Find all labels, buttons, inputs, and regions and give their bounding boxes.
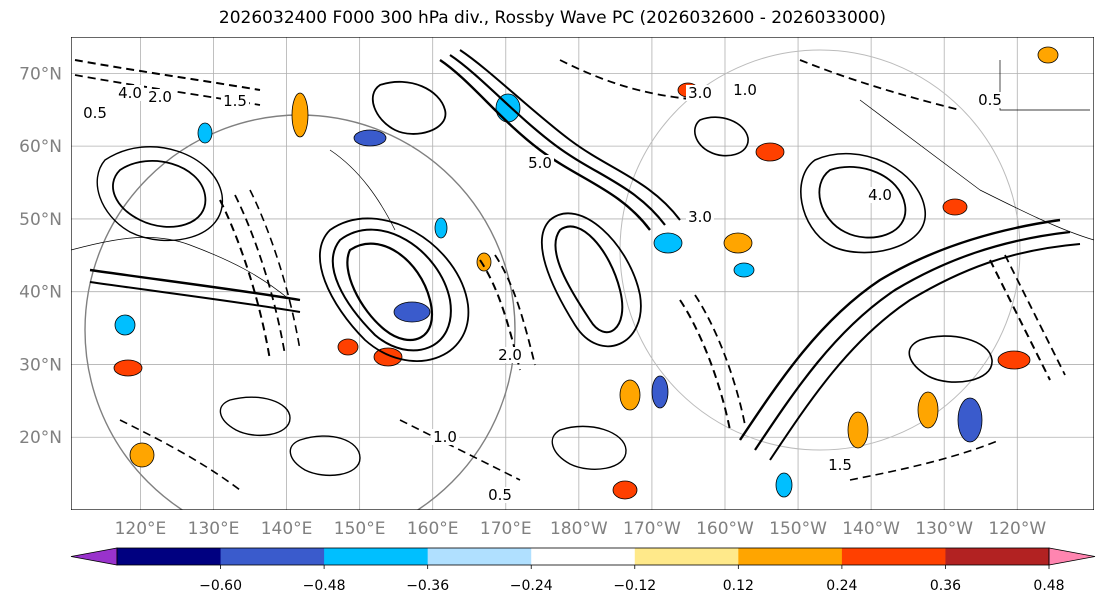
colorbar-segment [841, 548, 946, 565]
lat-label: 60°N [19, 137, 62, 157]
divergence-shading [113, 46, 1059, 500]
lon-label: 140°W [842, 519, 900, 539]
contour-label-bg [826, 457, 854, 473]
colorbar-tick-label: 0.36 [930, 578, 961, 594]
lon-label: 160°W [696, 519, 754, 539]
contour-label-bg [731, 82, 759, 98]
contour-label-bg [81, 105, 109, 121]
colorbar-tick-label: −0.36 [406, 578, 449, 594]
contour-label: 2.0 [148, 88, 172, 106]
lon-label: 150°W [769, 519, 827, 539]
lat-label: 50°N [19, 210, 62, 230]
lat-label: 30°N [19, 355, 62, 375]
contour-lines [89, 49, 1081, 477]
colorbar-segment [738, 548, 843, 565]
colorbar-segment [427, 548, 532, 565]
lon-label: 180°W [550, 519, 608, 539]
contour-label-bg [976, 92, 1004, 108]
contour-label: 3.0 [688, 84, 712, 102]
colorbar-segment [531, 548, 636, 565]
colorbar-tick-label: 0.12 [723, 578, 754, 594]
contour-label-bg [526, 155, 554, 171]
contour-label: 0.5 [488, 486, 512, 504]
colorbar-extend-high [1048, 547, 1096, 566]
map-title: 2026032400 F000 300 hPa div., Rossby Wav… [218, 8, 887, 28]
colorbar-tick-label: −0.12 [613, 578, 656, 594]
contour-label-bg [486, 487, 514, 503]
lat-label: 70°N [19, 64, 62, 84]
colorbar-segment [324, 548, 429, 565]
colorbar-tick-label: 0.24 [826, 578, 857, 594]
lon-label: 170°W [623, 519, 681, 539]
coastlines [71, 60, 1094, 301]
colorbar-segment [220, 548, 325, 565]
contour-label: 0.5 [83, 104, 107, 122]
contour-label-bg [146, 89, 174, 105]
colorbar-tick-label: −0.60 [199, 578, 242, 594]
colorbar-segment [634, 548, 739, 565]
contour-label: 3.0 [688, 208, 712, 226]
latitude-labels: 70°N 60°N 50°N 40°N 30°N 20°N [19, 64, 62, 448]
contour-label-bg [866, 187, 894, 203]
map-panel: 4.0 2.0 1.5 0.5 1.0 3.0 5.0 0.5 1.0 4.0 3.0 1.5 2.0 0… [71, 37, 1094, 510]
lon-label: 150°E [334, 519, 386, 539]
contour-label-bg [496, 347, 524, 363]
contour-labels: 4.0 2.0 1.5 0.5 1.0 3.0 5.0 0.5 1.0 4.0 3.0 1.5 2.0 0… [81, 81, 1004, 504]
colorbar-extend-low [70, 547, 118, 566]
contour-label-bg [116, 85, 144, 101]
contour-label: 1.0 [733, 81, 757, 99]
lon-label: 130°E [188, 519, 240, 539]
contour-label: 2.0 [498, 346, 522, 364]
colorbar-tick-labels: −0.60 −0.48 −0.36 −0.24 −0.12 0.12 0.24 0.36 0.4… [199, 578, 1064, 594]
contour-label: 1.5 [828, 456, 852, 474]
colorbar-tick-label: −0.24 [510, 578, 553, 594]
colorbar-tick-label: 0.48 [1033, 578, 1064, 594]
colorbar-segment [117, 548, 222, 565]
lat-label: 20°N [19, 428, 62, 448]
contour-label-bg [431, 429, 459, 445]
lon-label: 120°W [988, 519, 1046, 539]
lat-label: 40°N [19, 283, 62, 303]
lon-label: 130°W [915, 519, 973, 539]
colorbar-segment [945, 548, 1050, 565]
contour-lines-dashed [74, 59, 1066, 491]
colorbar-frame [116, 547, 1050, 566]
colorbar-tick-label: −0.48 [303, 578, 346, 594]
contour-label: 1.0 [433, 428, 457, 446]
contour-label: 4.0 [868, 186, 892, 204]
contour-label: 5.0 [528, 154, 552, 172]
contour-label: 1.5 [223, 92, 247, 110]
graticule [71, 37, 1094, 510]
lon-label: 160°E [407, 519, 459, 539]
colorbar [70, 547, 1096, 569]
contour-label-bg [221, 93, 249, 109]
contour-label: 0.5 [978, 91, 1002, 109]
lon-label: 140°E [261, 519, 313, 539]
lon-label: 170°E [480, 519, 532, 539]
longitude-labels: 120°E 130°E 140°E 150°E 160°E 170°E 180°W 170°W… [115, 519, 1047, 539]
contour-label: 4.0 [118, 84, 142, 102]
contour-label-bg [686, 85, 714, 101]
lon-label: 120°E [115, 519, 167, 539]
contour-label-bg [686, 209, 714, 225]
